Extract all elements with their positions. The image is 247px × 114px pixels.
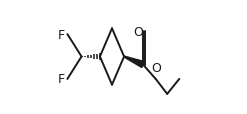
Text: F: F	[58, 28, 65, 41]
Polygon shape	[124, 57, 144, 68]
Text: F: F	[58, 73, 65, 86]
Text: O: O	[134, 25, 144, 38]
Text: O: O	[151, 61, 161, 74]
